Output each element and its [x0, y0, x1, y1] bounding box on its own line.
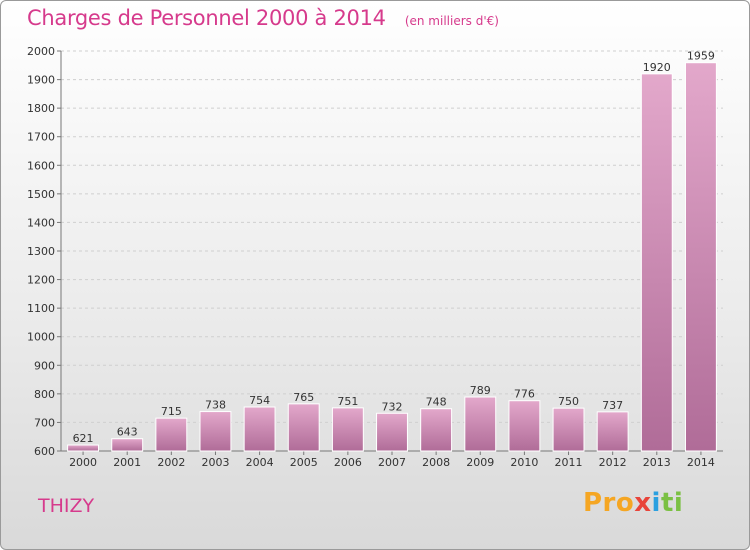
bar [243, 406, 276, 452]
commune-name: THIZY [38, 495, 95, 517]
y-tick-label: 800 [34, 388, 55, 401]
bar-value-label: 748 [426, 396, 447, 409]
bar [111, 438, 144, 452]
logo-part-1: Pro [583, 488, 635, 518]
bar-value-label: 754 [249, 394, 270, 407]
y-tick-label: 1800 [27, 102, 55, 115]
bar [640, 73, 673, 452]
bar-value-label: 621 [73, 432, 94, 445]
bar [155, 417, 188, 452]
y-tick-label: 600 [34, 445, 55, 458]
x-tick-label: 2004 [246, 456, 274, 469]
x-tick-label: 2012 [599, 456, 627, 469]
y-tick-label: 1700 [27, 131, 55, 144]
x-tick-label: 2000 [69, 456, 97, 469]
y-tick-labels: 600 700 800 900 1000 1100 1200 1300 1400 1500 1600… [27, 45, 55, 458]
bar-value-label: 789 [470, 384, 491, 397]
bar-value-label: 715 [161, 405, 182, 418]
x-tick-label: 2002 [157, 456, 185, 469]
title-row: Charges de Personnel 2000 à 2014 (en mil… [27, 6, 499, 30]
y-tick-label: 1000 [27, 331, 55, 344]
bar-value-label: 750 [558, 395, 579, 408]
y-tick-label: 2000 [27, 45, 55, 58]
bar [552, 407, 585, 452]
x-tick-label: 2003 [201, 456, 229, 469]
x-tick-label: 2006 [334, 456, 362, 469]
x-tick-label: 2007 [378, 456, 406, 469]
bar-value-label: 1920 [643, 61, 671, 74]
bar [331, 407, 364, 452]
data-labels: 621 643 715 738 754 765 751 732 748 789 776 750 737 1… [73, 50, 715, 445]
proxiti-logo[interactable]: Proxiti [583, 488, 683, 518]
bar-value-label: 1959 [687, 50, 715, 63]
x-tick-labels: 2000 2001 2002 2003 2004 2005 2006 2007 2008 2009… [69, 456, 715, 469]
bar [684, 62, 717, 452]
x-tick-label: 2011 [555, 456, 583, 469]
x-tick-label: 2013 [643, 456, 671, 469]
x-tick-label: 2014 [687, 456, 715, 469]
bar-value-label: 776 [514, 388, 535, 401]
bar [508, 400, 541, 452]
bar [596, 411, 629, 452]
y-tick-label: 1300 [27, 245, 55, 258]
bar-value-label: 751 [337, 395, 358, 408]
bar [420, 408, 453, 452]
y-tick-label: 700 [34, 416, 55, 429]
y-tick-label: 1500 [27, 188, 55, 201]
x-tick-label: 2009 [466, 456, 494, 469]
chart-unit: (en milliers d'€) [404, 14, 499, 28]
y-tick-label: 1400 [27, 216, 55, 229]
x-tick-label: 2010 [510, 456, 538, 469]
chart-title: Charges de Personnel 2000 à 2014 [27, 6, 386, 30]
y-tick-label: 1900 [27, 74, 55, 87]
bar-value-label: 738 [205, 399, 226, 412]
bars [67, 62, 717, 452]
bar-value-label: 737 [602, 399, 623, 412]
bar-value-label: 765 [293, 391, 314, 404]
x-tick-label: 2001 [113, 456, 141, 469]
y-tick-label: 1600 [27, 159, 55, 172]
y-tick-label: 900 [34, 359, 55, 372]
bar-value-label: 643 [117, 426, 138, 439]
y-tick-label: 1200 [27, 274, 55, 287]
logo-part-4: ti [660, 488, 684, 518]
y-tick-label: 1100 [27, 302, 55, 315]
logo-part-2: x [634, 488, 652, 518]
x-tick-label: 2005 [290, 456, 318, 469]
bar [287, 403, 320, 452]
bar [464, 396, 497, 452]
bar [199, 411, 232, 452]
x-tick-label: 2008 [422, 456, 450, 469]
bar-value-label: 732 [382, 400, 403, 413]
bar [376, 412, 408, 452]
bar [67, 444, 100, 452]
grid-lines [61, 50, 723, 423]
logo-part-3: i [651, 488, 661, 518]
axes [57, 50, 723, 455]
